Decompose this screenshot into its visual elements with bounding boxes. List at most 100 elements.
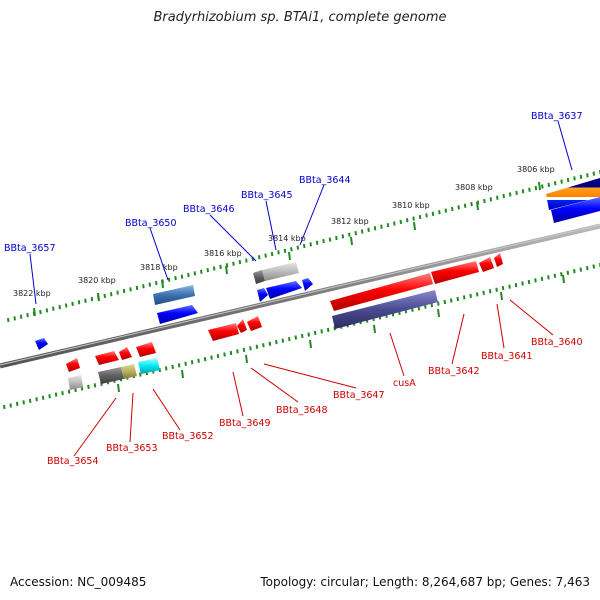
gene-arrow-forward[interactable] — [551, 197, 600, 223]
minor-tick — [315, 240, 319, 245]
gene-arrow-forward[interactable] — [35, 338, 48, 350]
minor-tick — [275, 340, 278, 345]
minor-tick — [294, 335, 298, 340]
gene-label-reverse[interactable]: BBta_3642 — [428, 366, 480, 377]
minor-tick — [77, 300, 81, 305]
gene-arrow-reverse[interactable] — [330, 273, 433, 311]
minor-tick — [437, 301, 440, 306]
gene-label-reverse[interactable]: BBta_3653 — [106, 443, 158, 454]
minor-tick — [219, 264, 222, 270]
upper-dotted-scale — [7, 170, 600, 323]
gene-box[interactable] — [68, 375, 83, 390]
gene-box[interactable] — [138, 358, 160, 374]
minor-tick — [560, 179, 563, 184]
gene-arrow-forward[interactable] — [266, 281, 302, 299]
gene-box[interactable] — [332, 290, 438, 329]
minor-tick — [103, 293, 107, 298]
leader-line — [232, 371, 244, 417]
gene-label-reverse[interactable]: BBta_3640 — [531, 337, 583, 348]
gene-arrow-forward[interactable] — [157, 305, 198, 324]
forward-labels: BBta_3657 BBta_3650 BBta_3646 BBta_3645 … — [4, 111, 583, 254]
gene-label-forward[interactable]: BBta_3657 — [4, 243, 56, 254]
gene-box[interactable] — [262, 262, 299, 281]
gene-label-reverse[interactable]: BBta_3652 — [162, 431, 214, 442]
minor-tick — [553, 181, 557, 186]
leader-line — [496, 303, 505, 349]
gene-label-reverse[interactable]: BBta_3649 — [219, 418, 271, 429]
gene-label-reverse[interactable]: BBta_3654 — [47, 456, 99, 467]
kbp-tick — [538, 181, 541, 191]
minor-tick — [430, 303, 434, 308]
gene-arrow-reverse[interactable] — [494, 253, 503, 267]
minor-tick — [560, 272, 563, 277]
minor-tick — [592, 171, 596, 176]
minor-tick — [586, 265, 589, 271]
gene-arrow-reverse[interactable] — [208, 323, 239, 341]
gene-box[interactable] — [153, 285, 195, 305]
minor-tick — [255, 344, 259, 349]
gene-label-forward[interactable]: BBta_3637 — [531, 111, 583, 122]
minor-tick — [177, 363, 181, 368]
minor-tick — [122, 288, 126, 294]
gene-arrow-reverse[interactable] — [431, 261, 479, 284]
forward-strand-features — [35, 178, 600, 350]
minor-tick — [148, 282, 152, 287]
minor-tick — [373, 226, 377, 231]
minor-tick — [22, 400, 25, 405]
gene-arrow-reverse[interactable] — [95, 351, 119, 365]
minor-tick — [71, 301, 74, 307]
minor-tick — [45, 308, 49, 313]
minor-tick — [488, 289, 492, 294]
gene-label-reverse[interactable]: cusA — [393, 378, 416, 389]
minor-tick — [174, 276, 177, 281]
minor-tick — [514, 282, 518, 288]
gene-arrow-reverse[interactable] — [66, 358, 80, 372]
gene-arrow-forward[interactable] — [302, 278, 313, 291]
minor-tick — [496, 195, 499, 200]
minor-tick — [3, 404, 6, 410]
minor-tick — [109, 292, 113, 297]
lower-major-ticks — [117, 274, 565, 393]
gene-arrow-reverse[interactable] — [237, 319, 247, 333]
minor-tick — [540, 276, 544, 282]
minor-tick — [482, 290, 485, 295]
gene-label-forward[interactable]: BBta_3645 — [241, 190, 293, 201]
gene-label-reverse[interactable]: BBta_3647 — [333, 390, 385, 401]
gene-label-forward[interactable]: BBta_3644 — [299, 175, 351, 186]
gene-arrow-reverse[interactable] — [136, 342, 156, 357]
minor-tick — [579, 174, 583, 179]
minor-tick — [573, 269, 576, 274]
gene-arrow-reverse[interactable] — [479, 257, 494, 272]
gene-label-forward[interactable]: BBta_3646 — [183, 204, 235, 215]
minor-tick — [15, 401, 19, 407]
gene-box[interactable] — [98, 367, 124, 384]
minor-tick — [566, 270, 570, 275]
minor-tick — [438, 210, 441, 215]
kbp-tick — [413, 221, 416, 231]
lower-tick — [373, 324, 376, 334]
minor-tick — [443, 299, 447, 305]
forward-leaders — [29, 120, 573, 305]
minor-tick — [301, 333, 304, 339]
gene-arrow-reverse[interactable] — [247, 316, 262, 331]
gene-stack[interactable] — [546, 178, 600, 210]
leader-line — [263, 363, 357, 389]
gene-arrow-reverse[interactable] — [119, 347, 132, 360]
minor-tick — [521, 281, 524, 286]
gene-arrow-forward[interactable] — [257, 288, 268, 302]
leader-line — [129, 392, 134, 443]
gene-box[interactable] — [253, 270, 265, 284]
gene-label-reverse[interactable]: BBta_3641 — [481, 351, 533, 362]
gene-label-forward[interactable]: BBta_3650 — [125, 218, 177, 229]
leader-line — [152, 388, 181, 431]
minor-tick — [155, 280, 158, 286]
minor-tick — [431, 211, 435, 216]
gene-label-reverse[interactable]: BBta_3648 — [276, 405, 328, 416]
gene-box[interactable] — [121, 364, 137, 379]
minor-tick — [238, 259, 242, 265]
minor-tick — [444, 208, 448, 213]
topology-text: Topology: circular; Length: 8,264,687 bp… — [260, 575, 590, 589]
minor-tick — [495, 287, 498, 292]
minor-tick — [229, 350, 233, 356]
minor-tick — [264, 253, 267, 258]
